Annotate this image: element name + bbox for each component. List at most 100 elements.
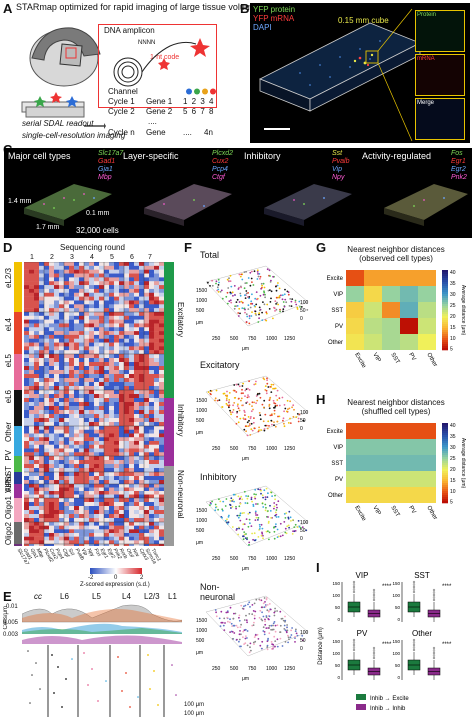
- heatmap-cell: [119, 366, 125, 371]
- heatmap-cell: [24, 525, 30, 530]
- scatter-point: [274, 645, 276, 648]
- heatmap-cell: [109, 448, 115, 453]
- heatmap-cell: [44, 441, 50, 445]
- layer-l5: L5: [92, 592, 101, 601]
- heatmap-cell: [159, 319, 164, 324]
- heatmap-cell: [74, 331, 80, 336]
- scatter-point: [253, 383, 256, 386]
- heatmap-cell: [119, 300, 125, 305]
- heatmap-cell: [59, 433, 65, 438]
- heatmap-cell: [39, 370, 45, 375]
- heatmap-cell: [24, 300, 30, 305]
- legend-yfp-protein: YFP protein: [253, 5, 296, 14]
- heatmap-cell: [54, 327, 60, 332]
- heatmap-cell: [149, 456, 155, 461]
- heatmap-cell: [149, 273, 155, 278]
- heatmap-cell: [24, 456, 30, 461]
- heatmap-cell: [24, 426, 30, 430]
- scatter-point: [242, 535, 244, 538]
- heatmap-cell: [154, 308, 160, 313]
- heatmap-cell: [119, 292, 125, 297]
- heatmap-cell: [129, 444, 135, 449]
- scatter-point: [253, 614, 256, 617]
- scatter-point: [222, 500, 225, 503]
- heatmap-cell: [154, 533, 160, 537]
- heatmap-cell: [94, 536, 100, 541]
- panel-e-label: E: [3, 589, 12, 604]
- colorbar-segment: [442, 328, 448, 331]
- heatmap-cell: [84, 418, 90, 423]
- heatmap-cell: [154, 402, 160, 407]
- heatmap-cell: [59, 510, 65, 515]
- heatmap-cell: [124, 319, 130, 324]
- heatmap-cell: [159, 448, 164, 453]
- scatter-point: [229, 299, 232, 302]
- heatmap-cell: [159, 468, 164, 473]
- heatmap-cell: [139, 433, 145, 438]
- scatter-point: [233, 612, 235, 615]
- heatmap-cell: [44, 281, 50, 286]
- heatmap-cell: [134, 378, 140, 383]
- heatmap-cell: [74, 480, 80, 485]
- scatter-point: [241, 607, 244, 610]
- colorbar-tick: 35: [450, 281, 456, 287]
- scatter-point: [253, 427, 256, 430]
- heatmap-cell: [79, 390, 85, 395]
- heatmap-cell: [129, 414, 135, 419]
- scatter-point: [287, 524, 290, 527]
- heatmap-cell: [94, 382, 100, 387]
- scatter-point: [272, 399, 275, 402]
- heatmap-cell: [149, 414, 155, 419]
- i-ylabel: Distance (μm): [318, 627, 324, 664]
- heatmap-cell: [139, 460, 145, 465]
- heatmap-cell: [74, 319, 80, 324]
- heatmap-cell: [159, 536, 164, 541]
- scatter-point: [248, 419, 250, 422]
- scatter-point: [279, 535, 282, 538]
- heatmap-cell: [94, 464, 100, 469]
- colorbar-segment: [442, 477, 448, 480]
- heatmap-cell: [74, 502, 80, 507]
- heatmap-cell: [69, 269, 75, 274]
- heatmap-cell: [59, 327, 65, 332]
- heatmap-cell: [44, 498, 50, 503]
- heatmap-cell: [64, 285, 70, 290]
- heatmap-cell: [89, 281, 95, 286]
- heatmap-cell: [139, 382, 145, 387]
- heatmap-cell: [34, 456, 40, 461]
- heatmap-cell: [64, 390, 70, 395]
- scatter-point: [261, 319, 264, 321]
- heatmap-cell: [59, 426, 65, 430]
- heatmap-cell: [129, 358, 135, 363]
- heatmap-cell: [124, 350, 130, 355]
- heatmap-cell: [69, 296, 75, 301]
- heatmap-cell: [364, 455, 382, 471]
- scatter-point: [239, 630, 241, 632]
- heatmap-cell: [364, 487, 382, 503]
- heatmap-cell: [24, 370, 30, 375]
- heatmap-cell: [109, 422, 115, 427]
- heatmap-cell: [24, 327, 30, 332]
- scatter-point: [245, 518, 248, 520]
- heatmap-cell: [39, 418, 45, 423]
- heatmap-cell: [94, 262, 100, 267]
- heatmap-cell: [34, 338, 40, 343]
- heatmap-cell: [89, 414, 95, 419]
- heatmap-cell: [129, 394, 135, 399]
- heatmap-cell: [124, 362, 130, 367]
- scatter-point: [224, 519, 227, 522]
- heatmap-cell: [159, 418, 164, 423]
- scatter-point: [284, 298, 287, 301]
- heatmap-cell: [159, 510, 164, 515]
- heatmap-cell: [44, 358, 50, 363]
- heatmap-cell: [119, 285, 125, 290]
- scatter-point: [283, 513, 286, 515]
- heatmap-cell: [79, 518, 85, 523]
- heatmap-cell: [129, 300, 135, 305]
- i-ytick: 100: [392, 593, 400, 598]
- heatmap-cell: [29, 472, 35, 477]
- i-ytick: 50: [335, 605, 341, 610]
- heatmap-cell: [64, 382, 70, 387]
- heatmap-cell: [99, 358, 105, 363]
- heatmap-cell: [89, 518, 95, 523]
